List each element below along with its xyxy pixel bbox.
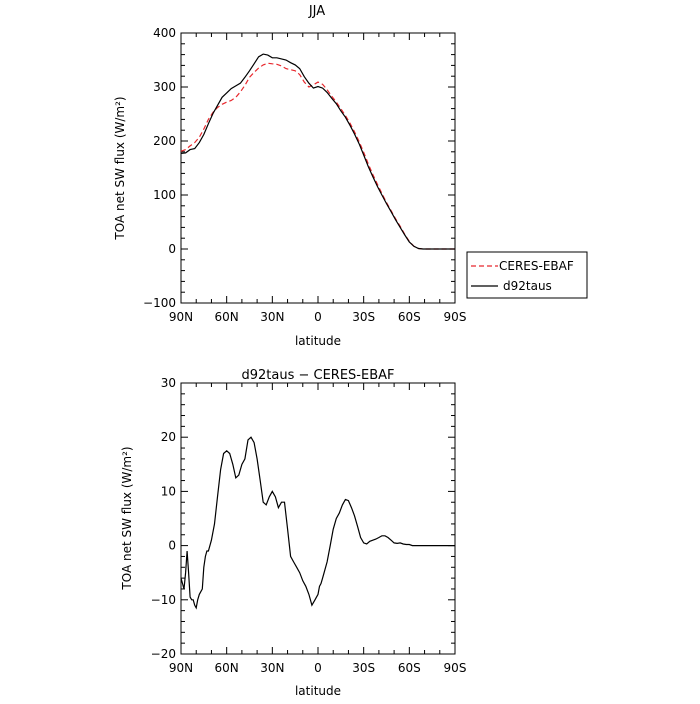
x-tick-label: 90S — [444, 661, 467, 675]
x-tick-label: 30S — [352, 310, 375, 324]
legend-label-ceres: CERES-EBAF — [499, 259, 574, 273]
legend-box — [466, 251, 588, 299]
x-tick-label: 30N — [260, 310, 284, 324]
y-tick-label: 200 — [153, 134, 176, 148]
top-panel: JJA 90N 60N 30N 0 30S 60S 90S −100 0 100 200 300 40… — [113, 4, 466, 348]
y-tick-label: −10 — [151, 593, 176, 607]
bottom-series — [180, 436, 455, 610]
y-tick-label: 300 — [153, 80, 176, 94]
bottom-x-axis-label: latitude — [295, 684, 341, 698]
y-tick-label: 10 — [161, 484, 176, 498]
top-panel-title: JJA — [308, 4, 325, 19]
bottom-panel-frame — [180, 382, 456, 655]
x-tick-label: 30S — [352, 661, 375, 675]
y-tick-label: 0 — [168, 539, 176, 553]
x-tick-label: 90N — [169, 661, 193, 675]
legend: CERES-EBAF d92taus — [466, 251, 588, 299]
bottom-y-axis-label: TOA net SW flux (W/m²) — [120, 446, 134, 590]
top-series — [180, 53, 455, 250]
x-tick-label: 90N — [169, 310, 193, 324]
legend-label-d92taus: d92taus — [503, 279, 552, 293]
series-line-ceres-ebaf — [180, 62, 455, 250]
bottom-panel: d92taus − CERES-EBAF 90N 60N 30N 0 30S 60S 90S… — [120, 368, 466, 698]
x-tick-label: 0 — [314, 661, 322, 675]
y-tick-label: −100 — [143, 296, 176, 310]
y-tick-label: 20 — [161, 430, 176, 444]
bottom-panel-title: d92taus − CERES-EBAF — [241, 368, 394, 383]
top-panel-frame — [180, 32, 456, 304]
y-tick-label: −20 — [151, 647, 176, 661]
x-tick-label: 60S — [398, 310, 421, 324]
x-tick-label: 0 — [314, 310, 322, 324]
y-tick-label: 0 — [168, 242, 176, 256]
difference-series-line — [180, 436, 455, 610]
x-tick-label: 30N — [260, 661, 284, 675]
top-y-axis-label: TOA net SW flux (W/m²) — [113, 96, 127, 240]
x-tick-label: 60S — [398, 661, 421, 675]
top-x-ticks: 90N 60N 30N 0 30S 60S 90S — [169, 33, 467, 324]
y-tick-label: 400 — [153, 26, 176, 40]
series-line-d92taus — [180, 53, 455, 250]
y-tick-label: 30 — [161, 376, 176, 390]
top-y-ticks: −100 0 100 200 300 400 — [143, 26, 455, 310]
x-tick-label: 90S — [444, 310, 467, 324]
x-tick-label: 60N — [215, 661, 239, 675]
top-x-axis-label: latitude — [295, 334, 341, 348]
x-tick-label: 60N — [215, 310, 239, 324]
bottom-x-ticks: 90N 60N 30N 0 30S 60S 90S — [169, 383, 467, 675]
bottom-y-ticks: −20 −10 0 10 20 30 — [151, 376, 455, 661]
y-tick-label: 100 — [153, 188, 176, 202]
